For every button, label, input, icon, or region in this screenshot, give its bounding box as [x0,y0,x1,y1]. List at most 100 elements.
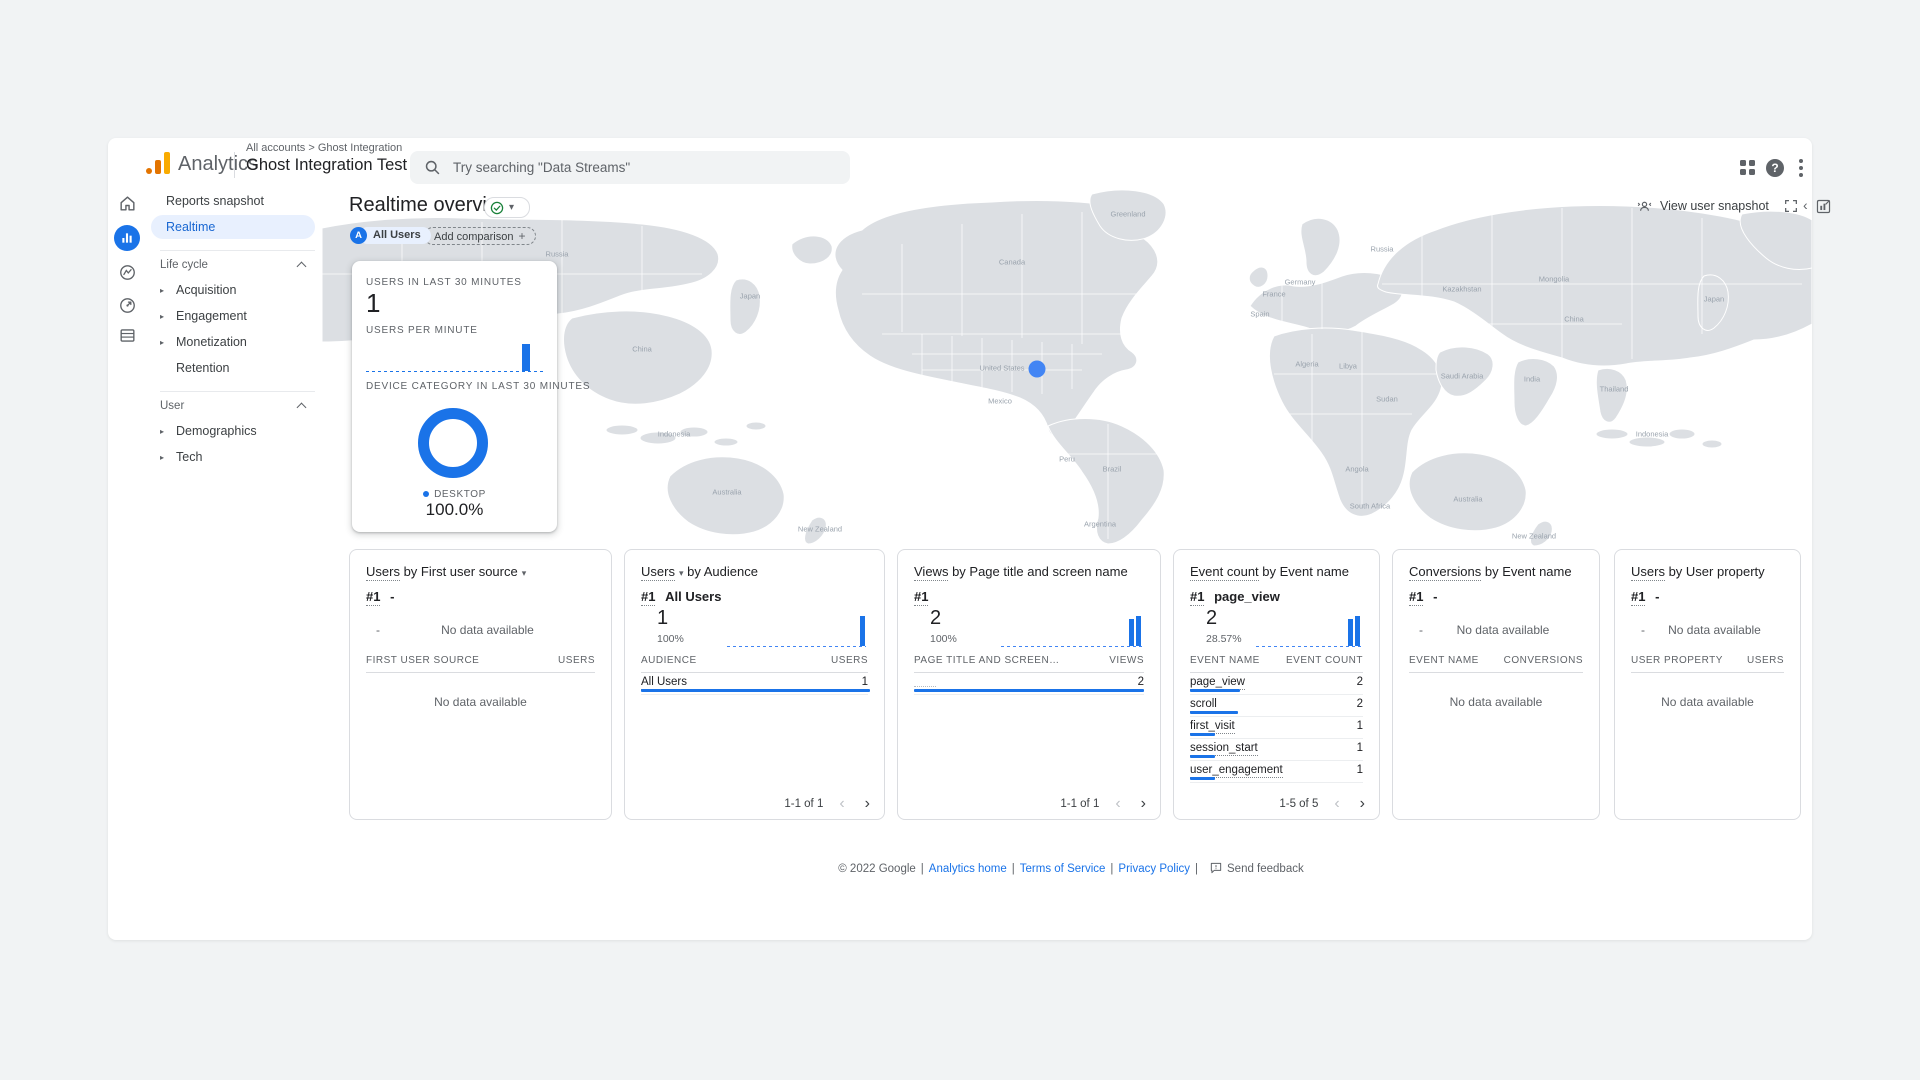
add-comparison-button[interactable]: Add comparison + [424,227,536,245]
card-title[interactable]: Users by First user source ▾ [366,564,527,581]
chart-baseline [727,646,866,647]
fullscreen-icon[interactable] [1783,198,1799,214]
footer-link[interactable]: Terms of Service [1019,863,1106,875]
all-users-chip[interactable]: All Users [359,227,431,244]
table-row[interactable]: scroll 2 [1190,695,1363,717]
sidebar-configure-button[interactable] [113,321,141,349]
users-30min-label: USERS IN LAST 30 MINUTES [366,277,522,288]
edit-chart-icon[interactable] [1815,198,1832,215]
table-row[interactable]: first_visit 1 [1190,717,1363,739]
card-title[interactable]: Users ▾ by Audience [641,564,758,581]
sidebar-explore-button[interactable] [113,258,141,286]
search-input[interactable] [451,159,835,176]
property-name: Ghost Integration Test [246,156,408,174]
breadcrumb-current[interactable]: Ghost Integration [317,142,403,154]
breadcrumb-all-accounts[interactable]: All accounts [246,142,306,154]
table-header: EVENT NAME CONVERSIONS [1409,655,1583,673]
page-footer: © 2022 Google | Analytics home | Terms of Se… [838,862,1304,875]
table-header: PAGE TITLE AND SCREEN… VIEWS [914,655,1144,673]
minute-bar [522,344,530,371]
card-title[interactable]: Conversions by Event name [1409,564,1572,581]
sidebar-item[interactable]: ▸ Acquisition [151,277,327,303]
metric-band: 2 100% [914,607,1144,653]
pagination: 1-1 of 1 ‹ › [784,795,870,812]
table-header: EVENT NAME EVENT COUNT [1190,655,1363,673]
nav-section-header[interactable]: Life cycle [151,253,327,277]
sidebar-reports-button[interactable] [114,225,140,251]
spark-bar [1355,616,1360,646]
table-row[interactable]: All Users 1 [641,673,870,695]
header-divider [234,152,235,178]
table-row[interactable]: user_engagement 1 [1190,761,1363,783]
feedback-icon [1210,862,1222,874]
chevron-left-icon[interactable]: ‹ [1115,795,1121,812]
card-title[interactable]: Event count by Event name [1190,564,1349,581]
expand-arrow-icon: ▸ [160,285,165,295]
table-row[interactable]: page_view 2 [1190,673,1363,695]
view-user-snapshot-button[interactable]: View user snapshot [1660,199,1769,213]
chevron-left-icon[interactable]: ‹ [839,795,845,812]
chart-baseline [1001,646,1142,647]
copyright: © 2022 Google [838,863,916,875]
table-row[interactable]: session_start 1 [1190,739,1363,761]
report-card: Users by User property #1 - - No data av… [1614,549,1801,820]
home-icon [119,195,135,211]
help-icon[interactable]: ? [1766,159,1784,177]
chevron-left-icon[interactable]: ‹ [1334,795,1340,812]
device-donut-chart[interactable] [418,408,488,478]
card-title[interactable]: Views by Page title and screen name [914,564,1128,581]
card-title[interactable]: Users by User property [1631,564,1765,581]
metric-percent: 28.57% [1206,633,1242,645]
logo-bar-icon [146,168,152,174]
chart-baseline [366,371,543,372]
row-bar [1190,711,1238,714]
report-card: Conversions by Event name #1 - - No data… [1392,549,1600,820]
metric-percent: 100% [657,633,684,645]
row-bar [1190,777,1215,780]
row-bar [1190,733,1215,736]
users-per-minute-chart[interactable] [366,341,543,372]
report-status-dropdown[interactable]: ▾ [484,197,530,218]
table-row[interactable]: 2 [914,673,1144,695]
nav-section-header[interactable]: User [151,394,327,418]
chevron-left-icon[interactable]: ‹ [1803,197,1808,213]
sidebar-item[interactable]: Realtime [151,214,327,240]
footer-link[interactable]: Privacy Policy [1118,863,1190,875]
nav-section: User ▸ Demographics ▸ [151,391,327,470]
report-actions: View user snapshot [1636,196,1832,216]
sidebar-item-label-active: Realtime [151,215,315,239]
more-vertical-icon[interactable] [1799,159,1803,177]
user-snapshot-icon[interactable] [1636,198,1653,215]
sidebar-home-button[interactable] [113,189,141,217]
chevron-right-icon[interactable]: › [1359,795,1365,812]
sparkline-chart[interactable] [1001,611,1142,647]
property-selector[interactable]: Ghost Integration Test▾ [246,156,417,175]
sparkline-chart[interactable] [727,611,866,647]
sidebar-item[interactable]: Retention [151,355,327,381]
expand-arrow-icon: ▸ [160,426,165,436]
users-30min-value: 1 [366,288,381,318]
no-data-label: No data available [1449,695,1543,709]
sidebar-item[interactable]: ▸ Tech [151,444,327,470]
chevron-right-icon[interactable]: › [1140,795,1146,812]
page-title: Realtime overview [349,194,513,216]
sidebar-item-label: Demographics [176,424,257,438]
sidebar-item[interactable]: ▸ Demographics [151,418,327,444]
spark-bar [1348,619,1353,646]
row-bar [641,689,870,692]
sidebar-advertising-button[interactable] [113,291,141,319]
sidebar-item-label: Monetization [176,335,247,349]
apps-grid-icon[interactable] [1740,160,1756,176]
chevron-right-icon[interactable]: › [864,795,870,812]
no-data-label: No data available [441,623,534,637]
send-feedback-button[interactable]: Send feedback [1227,863,1304,875]
top-rank-row: #1 page_view [1190,589,1280,606]
footer-link[interactable]: Analytics home [928,863,1007,875]
sparkline-chart[interactable] [1255,611,1361,647]
sidebar-item[interactable]: ▸ Engagement [151,303,327,329]
chevron-up-icon [296,402,307,413]
sidebar-item[interactable]: Reports snapshot [151,188,327,214]
sidebar-item[interactable]: ▸ Monetization [151,329,327,355]
search-bar[interactable] [410,151,850,184]
sidebar-item-label: Acquisition [176,283,237,297]
